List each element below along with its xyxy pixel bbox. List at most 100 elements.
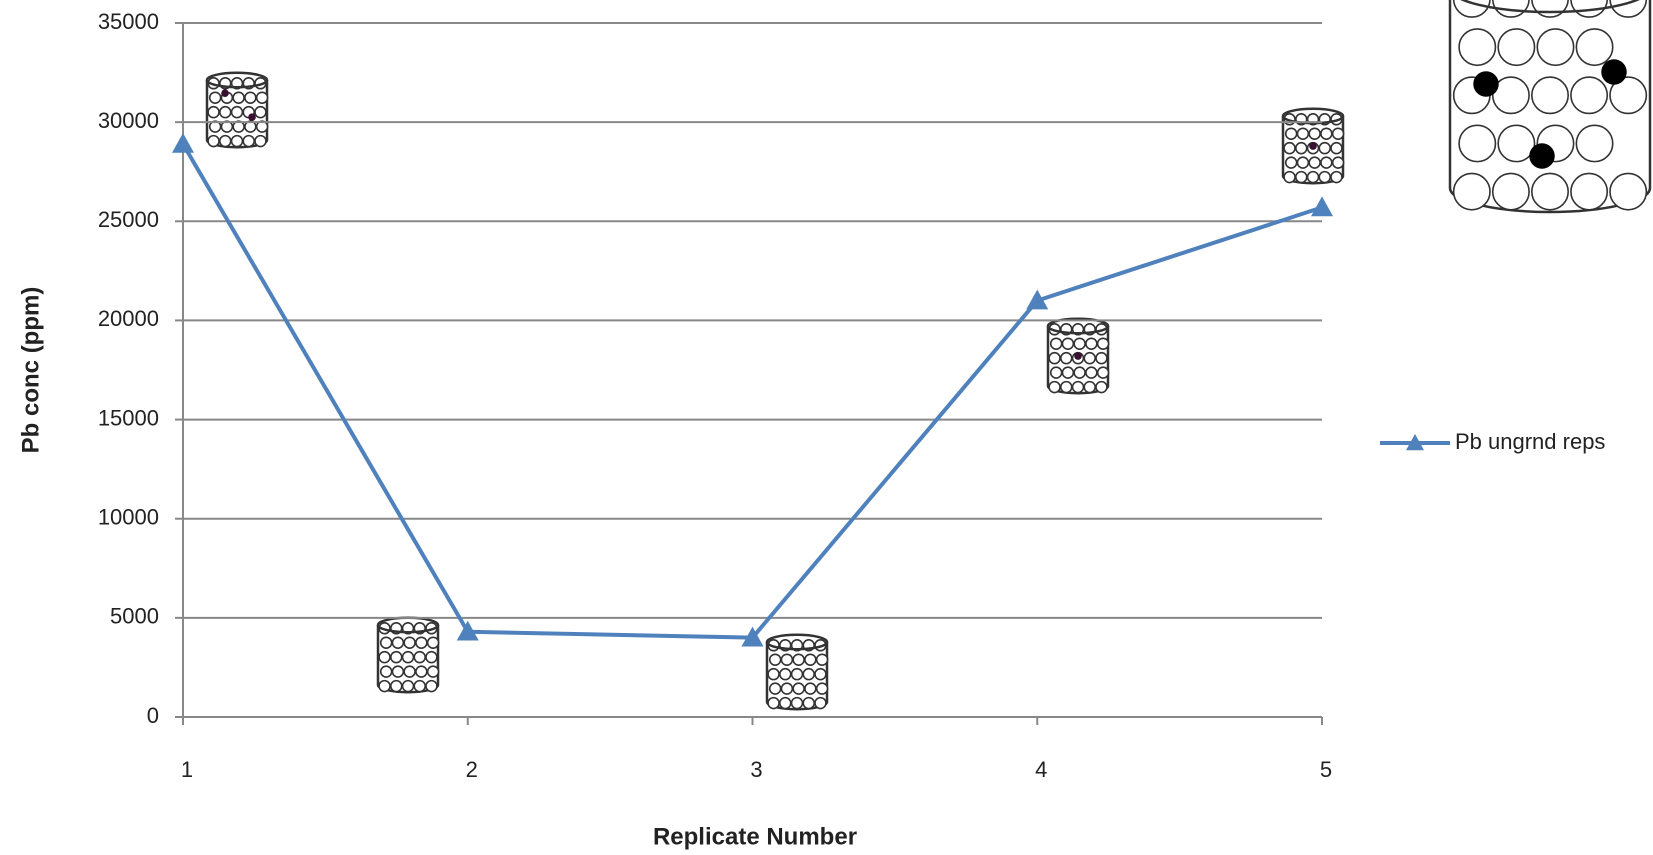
grain [805,654,816,665]
grain [416,637,427,648]
grain [1086,367,1097,378]
grain [1073,382,1084,393]
grain [1286,128,1297,139]
grain [1049,353,1060,364]
grain [391,652,402,663]
grain [1610,173,1646,209]
grain [1576,29,1612,65]
particle [1473,71,1498,96]
grain [220,136,231,147]
grain [781,683,792,694]
grain [232,136,243,147]
grain [1096,353,1107,364]
x-tick-label: 4 [1035,757,1047,782]
data-point [1311,196,1333,216]
grain [768,698,779,709]
cylinder-icon [1283,109,1344,183]
grain [1096,382,1107,393]
grain [780,698,791,709]
grain [770,683,781,694]
grain [1321,128,1332,139]
grain [1084,353,1095,364]
grain [1498,125,1534,161]
grain [1084,382,1095,393]
grain [416,666,427,677]
grain [1086,338,1097,349]
grain [1308,172,1319,183]
grain [1459,29,1495,65]
grain [1051,338,1062,349]
grain [379,681,390,692]
x-tick-label: 2 [466,757,478,782]
y-tick-label: 35000 [98,9,159,34]
particle [248,113,256,121]
grain [1284,143,1295,154]
grain [1296,143,1307,154]
grain [1309,157,1320,168]
grain [1286,157,1297,168]
x-axis-title: Replicate Number [653,823,857,850]
y-tick-label: 30000 [98,108,159,133]
grain [257,92,268,103]
grain [1309,128,1320,139]
y-tick-label: 0 [147,703,159,728]
grain [428,637,439,648]
grain [1571,77,1607,113]
grain [404,637,415,648]
grain [1319,172,1330,183]
grain [781,654,792,665]
grain [208,107,219,118]
y-axis-title: Pb conc (ppm) [17,287,44,454]
grain [1532,77,1568,113]
grain [1537,29,1573,65]
grain [255,136,266,147]
grain [381,666,392,677]
grain [792,669,803,680]
grain [1297,128,1308,139]
cylinder-icon [767,635,828,709]
grain [233,92,244,103]
grain [1061,382,1072,393]
grain [403,681,414,692]
grain [1454,173,1490,209]
particle [1074,352,1082,360]
grain [1062,338,1073,349]
legend-label: Pb ungrnd reps [1455,429,1605,454]
series-line [183,144,1322,638]
particle [1601,59,1626,84]
grain [1061,353,1072,364]
grain [803,669,814,680]
grain [392,637,403,648]
grain [805,683,816,694]
grain [1284,172,1295,183]
grain [232,107,243,118]
particle [1529,143,1554,168]
cylinder-icon [1450,0,1650,212]
grain [1532,173,1568,209]
grain [208,136,219,147]
grain [255,107,266,118]
grain [1296,172,1307,183]
grain [428,666,439,677]
cylinder-icon [207,73,268,147]
cylinder-icon [378,618,439,692]
grain [815,669,826,680]
grain [1498,29,1534,65]
grain [780,669,791,680]
grain [404,666,415,677]
grain [210,92,221,103]
y-tick-label: 10000 [98,505,159,530]
grain [1049,382,1060,393]
grain [1333,157,1344,168]
grain [1331,143,1342,154]
grain [1321,157,1332,168]
grain [803,698,814,709]
x-tick-label: 3 [750,757,762,782]
grain [815,698,826,709]
grain [1062,367,1073,378]
grain [1459,125,1495,161]
grain [392,666,403,677]
grain [1297,157,1308,168]
grain [414,652,425,663]
grain [817,683,828,694]
